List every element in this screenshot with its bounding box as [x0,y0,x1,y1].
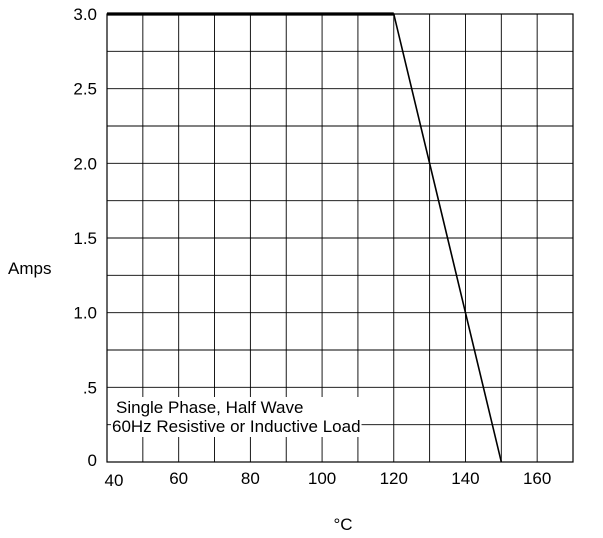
y-tick-label: 1.0 [73,304,97,323]
y-tick-label: 1.5 [73,229,97,248]
annotation-background [111,397,362,437]
x-tick-label: 60 [169,469,188,488]
grid [107,14,573,462]
annotation-box: Single Phase, Half Wave 60Hz Resistive o… [111,397,362,437]
y-tick-label: 3.0 [73,5,97,24]
annotation-line-2: 60Hz Resistive or Inductive Load [112,417,361,436]
x-tick-labels: 40 60 80 100 120 140 160 [105,469,552,490]
y-tick-label: 2.5 [73,80,97,99]
y-tick-label: .5 [83,378,97,397]
series-group [107,12,503,463]
y-tick-label: 2.0 [73,154,97,173]
x-tick-label: 40 [105,471,124,490]
annotation-line-1: Single Phase, Half Wave [116,398,303,417]
y-axis-label: Amps [8,259,51,278]
y-tick-label: 0 [88,451,97,470]
x-tick-label: 80 [241,469,260,488]
x-tick-label: 140 [451,469,479,488]
y-tick-labels: 0 .5 1.0 1.5 2.0 2.5 3.0 [73,5,97,470]
x-axis-label: °C [333,515,352,534]
x-tick-label: 120 [380,469,408,488]
x-tick-label: 100 [308,469,336,488]
x-tick-label: 160 [523,469,551,488]
